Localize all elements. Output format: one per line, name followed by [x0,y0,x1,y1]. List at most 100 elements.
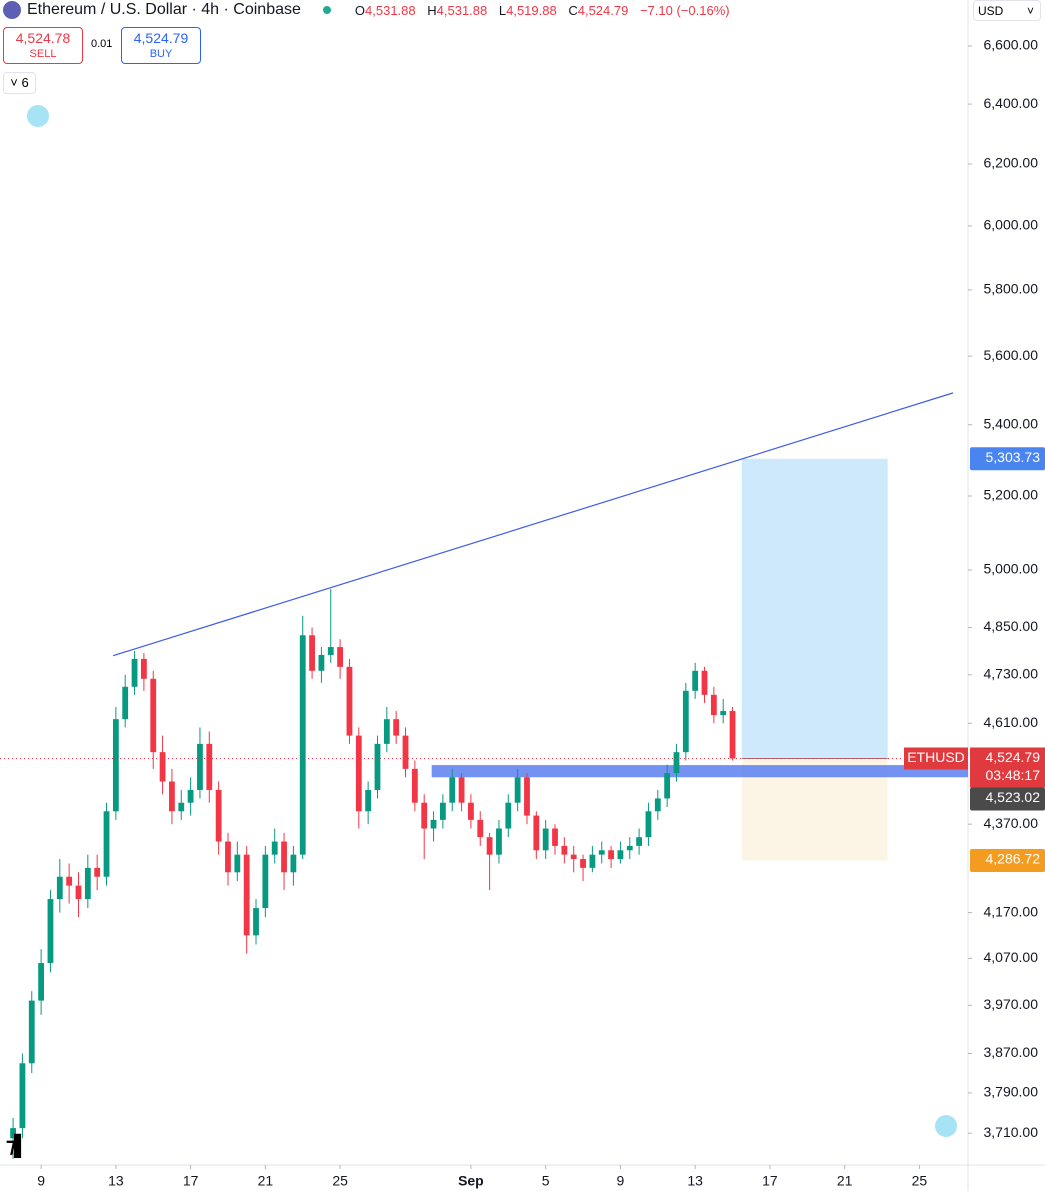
bid-tag: 4,523.02 [986,789,1041,805]
change: −7.10 (−0.16%) [639,2,730,18]
candle-body [505,802,512,829]
currency: USD [978,4,1004,18]
ohlc-value: 4,531.88 [436,2,488,18]
sell-label: SELL [29,48,57,60]
candle-body [552,828,558,846]
y-tick-label: 5,400.00 [984,415,1039,431]
sell-price: 4,524.78 [15,30,71,46]
candle-body [346,666,353,736]
x-tick-label: 25 [332,1173,348,1189]
y-tick-label: 3,970.00 [984,996,1039,1012]
x-tick-label: 25 [912,1173,928,1189]
candle-body [159,752,166,782]
candle-body [309,635,315,671]
x-tick-label: 13 [108,1173,124,1189]
candle-body [103,811,110,877]
candle-body [664,773,671,799]
candle-body [10,1128,16,1139]
ohlc-value: 4,519.88 [506,2,557,18]
marker-dot [935,1115,957,1137]
candle-body [542,828,549,851]
x-tick-label: 5 [542,1173,550,1189]
currency-select[interactable]: USD ˅ [973,0,1041,21]
candle-body [402,735,409,769]
countdown: 03:48:17 [986,767,1041,783]
bid-tag-box [970,787,1045,811]
indicator-toggle[interactable]: ˅ 6 [3,72,36,94]
candle-body [197,743,203,790]
sell-button[interactable]: 4,524.78 SELL [3,27,83,64]
candle-body [140,658,147,679]
y-tick-label: 6,600.00 [984,37,1039,53]
candle-body [430,819,437,829]
buy-price: 4,524.79 [133,30,189,46]
candle-body [477,819,484,838]
buy-label: BUY [149,48,173,60]
y-tick-label: 3,710.00 [984,1124,1039,1140]
y-tick-label: 4,370.00 [984,815,1039,831]
symbol-title[interactable]: Ethereum / U.S. Dollar · 4h · Coinbase [27,1,301,18]
symbol-tag-box [904,747,968,770]
candle-body [299,635,306,855]
candle-body [38,963,45,1001]
candle-body [150,678,157,753]
x-tick-label: 21 [258,1173,274,1189]
candle-body [112,719,119,812]
ohlc-key: H [427,2,437,18]
candle-body [514,777,521,803]
header: Ethereum / U.S. Dollar · 4h · Coinbase O… [0,0,738,20]
target-tag: 5,303.73 [986,449,1041,465]
candle-body [243,854,250,936]
candle-body [122,686,129,720]
candle-body [496,828,502,855]
current-price: 4,524.79 [986,749,1041,765]
candle-body [84,867,91,900]
trend-line [112,392,954,657]
y-tick-label: 3,790.00 [984,1084,1039,1100]
candle-body [337,647,344,667]
buy-button[interactable]: 4,524.79 BUY [121,27,201,64]
candle-body [355,735,362,812]
y-tick-label: 6,400.00 [984,95,1039,111]
candle-body [365,789,372,812]
logo [3,1,21,19]
y-tick-label: 5,000.00 [984,561,1039,577]
ohlc-key: C [568,2,578,18]
candle-body [636,837,643,846]
x-tick-label: 9 [37,1173,45,1189]
ohlc-key: O [354,2,366,18]
candle-body [580,859,586,868]
y-tick-label: 4,610.00 [984,714,1039,730]
ohlc-key: L [498,2,507,18]
candle-body [682,690,689,753]
candle-body [131,658,138,687]
candle-body [486,837,493,855]
candle-body [66,876,73,886]
support-zone [431,765,969,778]
candle-body [598,850,605,855]
current-tag-box [970,747,1045,788]
profit-zone [741,458,888,759]
y-tick-label: 4,850.00 [984,618,1039,634]
candle-body [215,789,222,842]
candle-body [589,854,596,868]
symbol-tag: ETHUSD [907,749,965,765]
candle-body [383,719,390,744]
indicator-count: 6 [21,75,29,90]
candle-body [654,798,661,812]
candle-body [225,841,231,873]
candle-body [262,854,269,909]
x-tick-label: 17 [762,1173,778,1189]
ohlc-value: 4,531.88 [365,2,416,18]
candle-body [524,777,530,816]
y-tick-label: 3,870.00 [984,1044,1039,1060]
y-tick-label: 5,200.00 [984,487,1039,503]
candle-body [47,899,54,964]
candle-body [439,802,446,820]
y-tick-label: 5,600.00 [984,347,1039,363]
candle-body [281,841,287,873]
candle-body [673,752,680,774]
candle-body [449,777,456,803]
